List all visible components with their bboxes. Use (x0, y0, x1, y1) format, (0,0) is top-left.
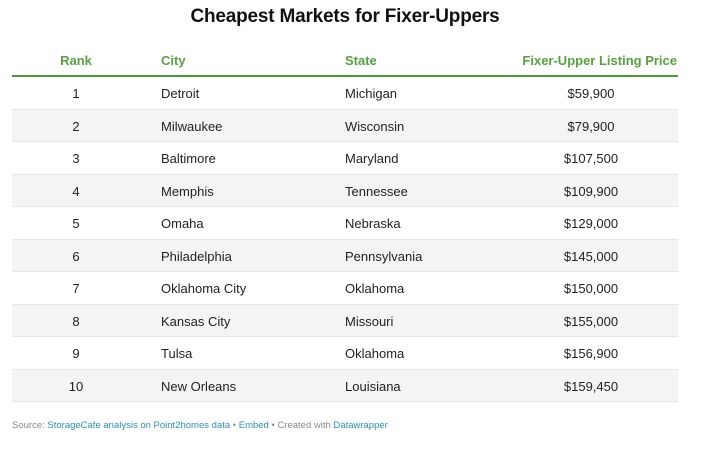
table-body: 1 Detroit Michigan $59,900 2 Milwaukee Wiscons… (12, 77, 678, 402)
cell-price: $145,000 (563, 248, 619, 264)
table-row: 3 Baltimore Maryland $107,500 (12, 142, 678, 175)
data-table: Rank City State Fixer-Upper Listing Pric… (12, 44, 678, 402)
cell-state: Michigan (345, 86, 398, 101)
footer: Source: StorageCafe analysis on Point2ho… (12, 420, 388, 431)
table-header: Rank City State Fixer-Upper Listing Pric… (12, 44, 678, 77)
cell-price: $107,500 (563, 151, 619, 166)
cell-state: Oklahoma (345, 281, 405, 296)
embed-link[interactable]: Embed (238, 420, 269, 431)
cell-rank: 5 (72, 216, 80, 231)
cell-rank: 1 (72, 86, 80, 101)
cell-rank: 3 (72, 151, 80, 166)
cell-price: $109,900 (563, 183, 619, 199)
cell-state: Tennessee (345, 183, 408, 199)
footer-separator: • (230, 420, 239, 431)
cell-rank: 8 (72, 313, 80, 329)
cell-city: Kansas City (161, 313, 231, 329)
cell-state: Louisiana (345, 378, 401, 394)
cell-state: Wisconsin (345, 118, 405, 134)
cell-price: $156,900 (563, 346, 619, 361)
table-row: 6 Philadelphia Pennsylvania $145,000 (12, 239, 678, 272)
column-header-state[interactable]: State (345, 53, 377, 68)
cell-city: Milwaukee (161, 118, 223, 134)
cell-state: Nebraska (345, 216, 401, 231)
table-title: Cheapest Markets for Fixer-Uppers (190, 6, 500, 27)
column-header-rank[interactable]: Rank (60, 53, 92, 68)
cell-rank: 6 (72, 248, 80, 264)
cell-city: Detroit (161, 86, 200, 101)
cell-rank: 7 (72, 281, 80, 296)
table-row: 5 Omaha Nebraska $129,000 (12, 207, 678, 240)
cell-city: Memphis (161, 183, 214, 199)
cell-price: $155,000 (563, 313, 619, 329)
cell-city: New Orleans (161, 378, 237, 394)
cell-state: Missouri (345, 313, 394, 329)
table-row: 2 Milwaukee Wisconsin $79,900 (12, 109, 678, 142)
cell-price: $159,450 (563, 378, 619, 394)
cell-state: Maryland (345, 151, 399, 166)
table-row: 7 Oklahoma City Oklahoma $150,000 (12, 272, 678, 305)
cell-city: Oklahoma City (161, 281, 247, 296)
cell-rank: 9 (72, 346, 80, 361)
source-link[interactable]: StorageCafe analysis on Point2homes data (47, 420, 231, 431)
cell-city: Omaha (161, 216, 204, 231)
cell-city: Baltimore (161, 151, 216, 166)
cell-city: Tulsa (161, 346, 193, 361)
cell-rank: 10 (68, 378, 84, 394)
column-header-city[interactable]: City (161, 53, 186, 68)
table-row: 10 New Orleans Louisiana $159,450 (12, 369, 678, 402)
cell-price: $150,000 (563, 281, 619, 296)
cell-price: $129,000 (563, 216, 619, 231)
cell-price: $79,900 (567, 118, 615, 134)
cell-rank: 4 (72, 183, 80, 199)
table-row: 4 Memphis Tennessee $109,900 (12, 174, 678, 207)
datawrapper-link[interactable]: Datawrapper (333, 420, 388, 431)
cell-rank: 2 (72, 118, 80, 134)
cell-city: Philadelphia (161, 248, 232, 264)
table-row: 9 Tulsa Oklahoma $156,900 (12, 337, 678, 370)
cell-state: Oklahoma (345, 346, 405, 361)
source-prefix: Source: (12, 420, 48, 431)
cell-state: Pennsylvania (345, 248, 423, 264)
cell-price: $59,900 (567, 86, 615, 101)
table-row: 8 Kansas City Missouri $155,000 (12, 304, 678, 337)
table-row: 1 Detroit Michigan $59,900 (12, 77, 678, 110)
column-header-price[interactable]: Fixer-Upper Listing Price (522, 53, 677, 68)
created-with-label: • Created with (268, 420, 334, 431)
